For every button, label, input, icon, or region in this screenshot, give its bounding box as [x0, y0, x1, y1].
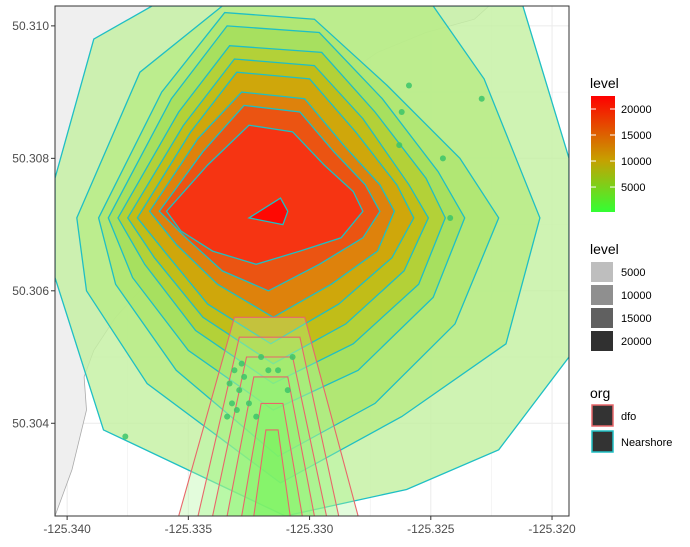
data-point — [478, 95, 485, 102]
data-point — [289, 354, 296, 361]
legend-org-key — [591, 404, 614, 427]
y-tick-label: 50.310 — [12, 19, 49, 33]
colorbar-label: 5000 — [621, 182, 645, 194]
dfo-contour-8000 — [226, 376, 315, 516]
legend-org-key — [591, 430, 614, 453]
data-point — [241, 373, 248, 380]
y-tick-label: 50.306 — [12, 284, 49, 298]
data-point — [231, 367, 238, 374]
legend-level-alpha: level 5000 10000 15000 20000 — [590, 241, 652, 351]
nearshore-contour-20000 — [165, 124, 364, 265]
x-tick-label: -125.330 — [286, 522, 334, 536]
y-tick-label: 50.304 — [12, 416, 49, 430]
legend-level-fill: level 20000 15000 10000 5000 — [590, 75, 652, 212]
dfo-contours — [178, 316, 359, 516]
colorbar-label: 10000 — [621, 156, 652, 168]
legend-level-fill-title: level — [590, 75, 619, 91]
data-point — [226, 380, 233, 387]
observation-points — [122, 82, 485, 440]
legend-org-title: org — [590, 385, 610, 401]
data-point — [122, 433, 129, 440]
data-point — [233, 407, 240, 414]
legend-alpha-label: 15000 — [621, 313, 652, 325]
legend-org-label: dfo — [621, 411, 636, 423]
x-tick-label: -125.325 — [407, 522, 455, 536]
data-point — [253, 413, 260, 420]
data-point — [258, 354, 265, 361]
data-point — [228, 400, 235, 407]
data-point — [236, 387, 243, 394]
legend-alpha-key — [591, 285, 613, 305]
legend-alpha-label: 10000 — [621, 290, 652, 302]
data-point — [447, 214, 454, 221]
data-point — [238, 360, 245, 367]
legend-org-label: Nearshore — [621, 437, 672, 449]
legend-level-alpha-title: level — [590, 241, 619, 257]
y-axis: 50.304 50.306 50.308 50.310 — [12, 19, 55, 430]
data-point — [396, 142, 403, 149]
legend-alpha-label: 5000 — [621, 267, 645, 279]
data-point — [275, 367, 282, 374]
x-tick-label: -125.335 — [165, 522, 213, 536]
nearshore-contour-22000 — [247, 197, 289, 226]
data-point — [439, 155, 446, 162]
dfo-contour-10000 — [241, 402, 303, 516]
nearshore-contours — [55, 6, 569, 516]
data-point — [398, 108, 405, 115]
data-point — [265, 367, 272, 374]
legend-alpha-label: 20000 — [621, 336, 652, 348]
legend-alpha-key — [591, 331, 613, 351]
x-axis: -125.340 -125.335 -125.330 -125.325 -125.320 — [43, 516, 576, 536]
panel-border — [54, 5, 570, 517]
data-point — [224, 413, 231, 420]
data-point — [405, 82, 412, 89]
legend-level-colorbar — [591, 96, 615, 212]
legend-alpha-key — [591, 262, 613, 282]
dfo-contour-12000 — [253, 429, 291, 516]
colorbar-label: 15000 — [621, 130, 652, 142]
dfo-contour-6000 — [212, 356, 328, 516]
x-tick-label: -125.320 — [528, 522, 576, 536]
y-tick-label: 50.308 — [12, 151, 49, 165]
x-tick-label: -125.340 — [43, 522, 91, 536]
legend-alpha-key — [591, 308, 613, 328]
colorbar-label: 20000 — [621, 104, 652, 116]
legend-org: org dfo Nearshore — [590, 385, 672, 453]
data-point — [245, 400, 252, 407]
dfo-contour-4000 — [197, 336, 340, 516]
data-point — [284, 387, 291, 394]
